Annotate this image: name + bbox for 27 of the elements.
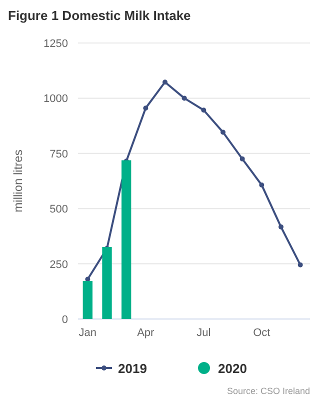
x-tick-label: Apr <box>137 327 155 339</box>
x-tick-label: Jul <box>196 327 211 339</box>
y-tick-label: 1250 <box>44 38 68 50</box>
bar <box>82 281 92 319</box>
legend-label: 2019 <box>118 361 147 376</box>
bar <box>102 247 112 319</box>
y-tick-label: 1000 <box>44 93 68 106</box>
point <box>298 262 303 268</box>
y-tick-label: 500 <box>50 204 68 216</box>
point <box>259 182 264 188</box>
y-tick-label: 0 <box>62 314 68 326</box>
x-tick-label: Oct <box>253 327 270 339</box>
point <box>143 106 148 111</box>
bar <box>122 160 132 319</box>
point <box>182 96 187 101</box>
x-tick-label: Jan <box>78 327 97 339</box>
chart-title: Figure 1 Domestic Milk Intake <box>8 8 191 23</box>
point <box>162 80 168 85</box>
y-tick-label: 750 <box>50 148 68 160</box>
source-note: Source: CSO Ireland <box>226 386 310 396</box>
point <box>220 130 226 135</box>
y-axis-title: million litres <box>11 150 25 212</box>
point <box>278 224 284 230</box>
point <box>201 108 206 113</box>
y-tick-label: 250 <box>50 258 68 271</box>
point <box>240 156 245 162</box>
legend-label: 2020 <box>218 361 247 376</box>
